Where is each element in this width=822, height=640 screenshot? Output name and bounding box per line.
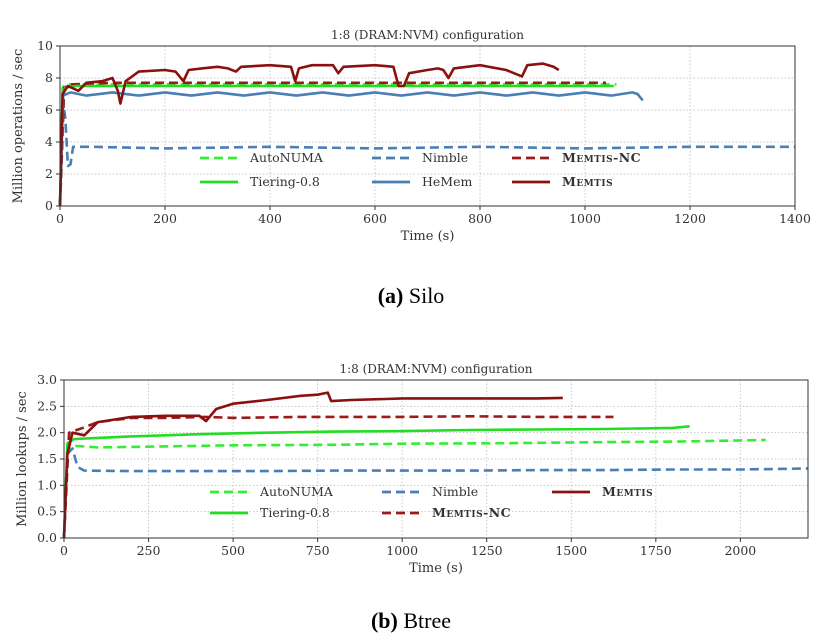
chart-title: 1:8 (DRAM:NVM) configuration <box>331 28 524 42</box>
legend-label: Nimble <box>432 484 478 499</box>
series-line-tiering-0-8 <box>62 425 690 539</box>
series-line-memtis <box>62 391 563 539</box>
series-line-autonuma <box>62 438 766 539</box>
y-tick-label: 10 <box>37 38 53 53</box>
x-tick-label: 1500 <box>555 543 587 558</box>
y-tick-label: 2.5 <box>37 398 57 413</box>
legend-label: Memtis-NC <box>432 505 511 520</box>
x-tick-label: 1000 <box>386 543 418 558</box>
x-tick-label: 1000 <box>569 211 601 226</box>
chart-title: 1:8 (DRAM:NVM) configuration <box>339 362 532 376</box>
x-tick-label: 0 <box>56 211 64 226</box>
y-tick-label: 1.5 <box>37 451 57 466</box>
legend-label: HeMem <box>422 174 472 189</box>
y-tick-label: 3.0 <box>37 372 57 387</box>
x-tick-label: 400 <box>258 211 282 226</box>
y-axis-label: Million lookups / sec <box>15 391 30 527</box>
legend-label: AutoNUMA <box>259 484 334 499</box>
legend-label: Memtis-NC <box>562 150 641 165</box>
x-tick-label: 1750 <box>640 543 672 558</box>
caption-label: (a) <box>377 283 404 308</box>
chart-silo: 0 200 400 600 800 1000 1200 1400 0 2 4 6 8 10 1:8 (DRA… <box>11 28 811 244</box>
caption-btree: (b) Btree <box>0 608 822 634</box>
series-line-autonuma <box>58 83 617 207</box>
y-tick-label: 8 <box>45 70 53 85</box>
x-axis-label: Time (s) <box>409 561 463 576</box>
y-tick-label: 0 <box>45 198 53 213</box>
legend-label: Memtis <box>562 174 613 189</box>
y-tick-label: 6 <box>45 102 53 117</box>
caption-label: (b) <box>370 608 398 633</box>
legend-label: AutoNUMA <box>249 150 324 165</box>
x-axis-label: Time (s) <box>401 229 455 244</box>
x-tick-label: 1400 <box>779 211 811 226</box>
x-tick-label: 2000 <box>724 543 756 558</box>
y-tick-label: 4 <box>45 134 53 149</box>
legend-label: Memtis <box>602 484 653 499</box>
series-line-memtis-nc <box>62 414 614 539</box>
y-tick-label: 2 <box>45 166 53 181</box>
x-tick-label: 250 <box>137 543 161 558</box>
legend-label: Nimble <box>422 150 468 165</box>
caption-silo: (a) Silo <box>0 283 822 309</box>
legend-label: Tiering-0.8 <box>250 174 320 189</box>
x-tick-label: 500 <box>221 543 245 558</box>
series-line-tiering-0-8 <box>58 84 614 207</box>
y-axis-label: Million operations / sec <box>11 49 26 204</box>
series-line-hemem <box>58 91 644 207</box>
y-tick-label: 2.0 <box>37 425 57 440</box>
x-tick-label: 600 <box>363 211 387 226</box>
chart-btree: 0 250 500 750 1000 1250 1500 1750 2000 0.0 0.5 1.0 1… <box>15 362 809 576</box>
series-line-nimble <box>62 447 809 539</box>
series-line-memtis <box>58 62 560 207</box>
y-tick-label: 1.0 <box>37 477 57 492</box>
caption-text: Btree <box>403 608 452 633</box>
y-tick-label: 0.0 <box>37 530 57 545</box>
series-line-memtis-nc <box>58 81 606 207</box>
y-tick-label: 0.5 <box>37 504 57 519</box>
legend-label: Tiering-0.8 <box>260 505 330 520</box>
x-tick-label: 1200 <box>674 211 706 226</box>
plot-frame <box>59 45 796 207</box>
x-tick-label: 800 <box>468 211 492 226</box>
x-tick-label: 200 <box>153 211 177 226</box>
x-tick-label: 750 <box>306 543 330 558</box>
x-tick-label: 1250 <box>471 543 503 558</box>
caption-text: Silo <box>408 283 445 308</box>
x-tick-label: 0 <box>60 543 68 558</box>
